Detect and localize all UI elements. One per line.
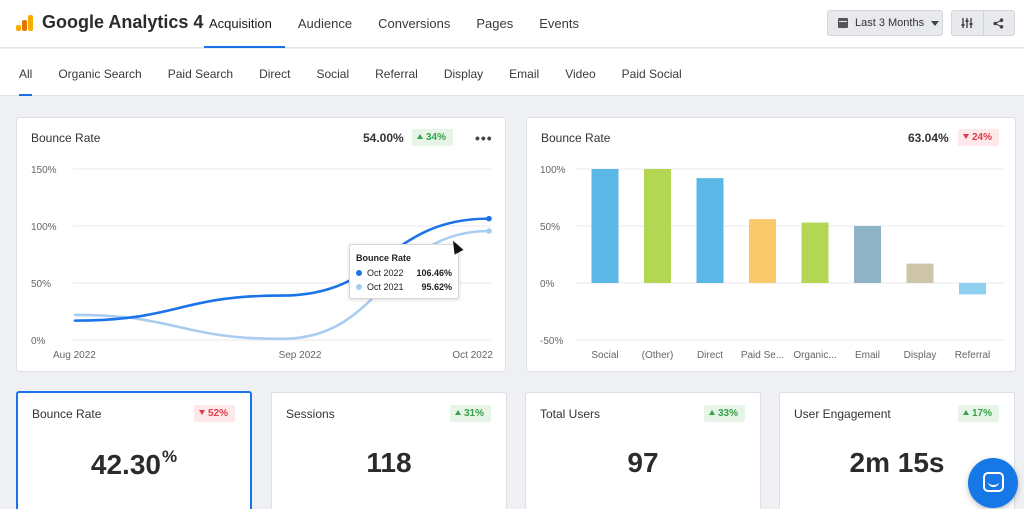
- share-button[interactable]: [984, 11, 1015, 35]
- x-tick-label: Email: [855, 350, 880, 361]
- kpi-value: 97: [627, 447, 659, 478]
- y-tick-label: 100%: [540, 165, 566, 176]
- series-point: [486, 215, 492, 222]
- arrow-down-icon: [199, 410, 205, 415]
- bar: [644, 169, 671, 283]
- bar: [906, 263, 934, 283]
- change-badge: 17%: [958, 405, 1000, 422]
- arrow-up-icon: [709, 410, 715, 415]
- nav-audience[interactable]: Audience: [297, 16, 353, 31]
- chart-tooltip: Bounce Rate Oct 2022 106.46% Oct 2021 95…: [349, 244, 459, 299]
- kpi-card-sessions[interactable]: Sessions 31% 118: [271, 392, 507, 509]
- bar: [591, 169, 619, 283]
- change-badge: 33%: [704, 405, 746, 422]
- nav-events[interactable]: Events: [539, 16, 579, 31]
- analytics-logo-icon: [14, 13, 34, 33]
- app-title: Google Analytics 4: [42, 12, 204, 32]
- channel-tabs: All Organic Search Paid Search Direct So…: [0, 49, 1024, 96]
- top-bar: Google Analytics 4 Acquisition Audience …: [0, 0, 1024, 48]
- kpi-title: Bounce Rate: [32, 407, 102, 421]
- card-title: Bounce Rate: [541, 131, 611, 145]
- chat-button[interactable]: [968, 458, 1018, 508]
- kpi-card-bounce-rate[interactable]: Bounce Rate 52% 42.30%: [16, 391, 252, 509]
- x-tick-label: Paid Se...: [741, 350, 784, 361]
- change-badge: 52%: [194, 405, 236, 422]
- kpi-title: Total Users: [540, 407, 601, 421]
- line-chart-card: Bounce Rate 54.00% 34% ••• 150% 100% 50% 0%…: [16, 117, 506, 372]
- tab-all[interactable]: All: [6, 49, 45, 96]
- x-tick-label: Social: [591, 350, 618, 361]
- nav-acquisition[interactable]: Acquisition: [196, 0, 285, 48]
- toolbar-group: [951, 10, 1015, 36]
- series-dot-icon: [356, 270, 362, 276]
- tab-email[interactable]: Email: [509, 67, 540, 81]
- brand: Google Analytics 4: [14, 12, 203, 33]
- x-tick-label: Direct: [697, 350, 723, 361]
- kpi-card-total-users[interactable]: Total Users 33% 97: [525, 392, 761, 509]
- series-point: [486, 228, 492, 234]
- change-badge: 34%: [412, 129, 454, 146]
- tab-social[interactable]: Social: [316, 67, 350, 81]
- filter-button[interactable]: [952, 11, 984, 35]
- bar: [696, 178, 724, 283]
- arrow-up-icon: [455, 410, 461, 415]
- x-tick-label: Referral: [955, 350, 991, 361]
- kpi-value: 2m 15s: [849, 447, 945, 478]
- tab-paid-social[interactable]: Paid Social: [621, 67, 682, 81]
- bar-chart-card: Bounce Rate 63.04% 24% 100% 50% 0% -50% Soc…: [526, 117, 1016, 372]
- more-options-icon[interactable]: •••: [475, 130, 493, 146]
- nav-conversions[interactable]: Conversions: [378, 16, 451, 31]
- chat-icon: [983, 472, 1004, 492]
- kpi-value: 42.30%: [90, 447, 178, 480]
- arrow-down-icon: [963, 134, 969, 139]
- arrow-up-icon: [417, 134, 423, 139]
- bar: [749, 219, 776, 283]
- tooltip-row: Oct 2021 95.62%: [356, 282, 454, 292]
- card-value: 54.00%: [363, 131, 404, 145]
- y-tick-label: 50%: [31, 279, 51, 290]
- chevron-down-icon: [931, 20, 940, 26]
- y-tick-label: 100%: [31, 222, 57, 233]
- share-icon: [993, 17, 1004, 29]
- date-range-button[interactable]: Last 3 Months: [827, 10, 943, 36]
- main-nav: Acquisition Audience Conversions Pages E…: [196, 0, 592, 48]
- arrow-up-icon: [963, 410, 969, 415]
- x-tick-label: Sep 2022: [279, 350, 322, 361]
- kpi-title: Sessions: [286, 407, 335, 421]
- bar-chart: 100% 50% 0% -50% Social (Other) Direct Paid Se…: [540, 165, 1005, 361]
- x-tick-label: Aug 2022: [53, 350, 96, 361]
- y-tick-label: 0%: [31, 336, 46, 347]
- tooltip-row: Oct 2022 106.46%: [356, 268, 454, 278]
- card-value: 63.04%: [908, 131, 949, 145]
- change-badge: 31%: [450, 405, 492, 422]
- x-tick-label: Organic...: [793, 350, 836, 361]
- tab-direct[interactable]: Direct: [259, 67, 291, 81]
- tab-video[interactable]: Video: [565, 67, 596, 81]
- change-badge: 24%: [958, 129, 1000, 146]
- y-tick-label: 150%: [31, 165, 57, 176]
- kpi-title: User Engagement: [794, 407, 891, 421]
- date-range-label: Last 3 Months: [855, 17, 925, 29]
- tab-paid-search[interactable]: Paid Search: [167, 67, 234, 81]
- y-tick-label: 0%: [540, 279, 555, 290]
- bar: [959, 283, 986, 295]
- tooltip-title: Bounce Rate: [356, 253, 412, 263]
- nav-pages[interactable]: Pages: [476, 16, 514, 31]
- series-line: [73, 217, 491, 322]
- bar: [801, 222, 829, 283]
- tab-organic-search[interactable]: Organic Search: [58, 67, 142, 81]
- y-tick-label: 50%: [540, 222, 560, 233]
- series-dot-icon: [356, 284, 362, 290]
- x-tick-label: (Other): [642, 350, 674, 361]
- card-title: Bounce Rate: [31, 131, 101, 145]
- x-tick-label: Display: [904, 350, 937, 361]
- x-tick-label: Oct 2022: [452, 350, 493, 361]
- tab-display[interactable]: Display: [443, 67, 484, 81]
- sliders-icon: [961, 18, 973, 28]
- tab-referral[interactable]: Referral: [375, 67, 418, 81]
- calendar-icon: [838, 18, 848, 28]
- bar: [854, 226, 881, 283]
- y-tick-label: -50%: [540, 336, 563, 347]
- kpi-value: 118: [366, 447, 412, 478]
